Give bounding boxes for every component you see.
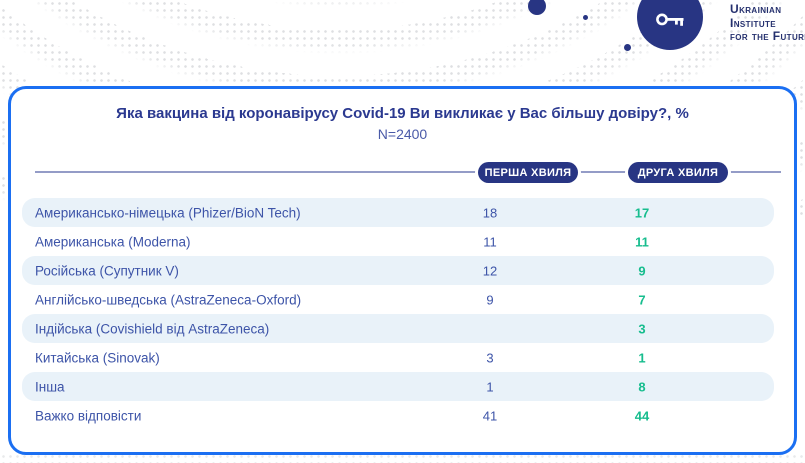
decorative-dot-small [583,15,588,20]
vaccine-label: Інша [35,379,65,394]
column-header-wave2: ДРУГА ХВИЛЯ [628,162,728,183]
decorative-dot-large [528,0,546,15]
table-header: ПЕРША ХВИЛЯ ДРУГА ХВИЛЯ [11,162,794,183]
vaccine-label: Індійська (Covishield від AstraZeneca) [35,321,270,336]
wave1-value: 18 [482,205,498,220]
org-name: Ukrainian Institute for the Future [730,2,805,44]
wave2-value: 9 [638,263,646,278]
wave1-value: 41 [482,408,498,423]
wave1-value: 1 [486,379,494,394]
vaccine-label: Англійсько-шведська (AstraZeneca-Oxford) [35,292,302,307]
sample-size: N=2400 [377,126,428,142]
key-icon [656,13,684,26]
table-row: Американсько-німецька (Phizer/BioN Tech)… [22,198,774,227]
survey-question-title: Яка вакцина від коронавірусу Covid-19 Ви… [116,105,689,122]
table-row: Індійська (Covishield від AstraZeneca) 3 [22,314,774,343]
table-row: Російська (Супутник V) 12 9 [22,256,774,285]
wave1-value: 3 [486,350,494,365]
org-name-line: Institute [730,15,777,30]
vaccine-label: Важко відповісти [35,408,142,423]
background-dot-pattern-bottom [0,453,805,463]
vaccine-label: Російська (Супутник V) [35,263,179,278]
table-row: Китайська (Sinovak) 3 1 [22,343,774,372]
wave2-value: 44 [634,408,650,423]
org-name-line: Ukrainian [730,2,782,16]
wave2-value: 8 [638,379,646,394]
table-row: Англійсько-шведська (AstraZeneca-Oxford)… [22,285,774,314]
vaccine-label: Американська (Moderna) [35,234,191,249]
table-row: Важко відповісти 41 44 [22,401,774,430]
header-line [35,171,781,173]
column-header-wave1: ПЕРША ХВИЛЯ [478,162,578,183]
org-name-line: for the Future [730,29,805,43]
wave2-value: 17 [634,205,650,220]
wave2-value: 1 [638,350,646,365]
vaccine-label: Американсько-німецька (Phizer/BioN Tech) [35,205,301,220]
wave2-value: 11 [635,234,649,249]
decorative-dot-medium [624,44,631,51]
wave2-value: 7 [638,292,646,307]
survey-card: Яка вакцина від коронавірусу Covid-19 Ви… [8,86,797,455]
table-row: Американська (Moderna) 11 11 [22,227,774,256]
wave1-value: 9 [486,292,494,307]
table-rows: Американсько-німецька (Phizer/BioN Tech)… [11,198,794,430]
table-row: Інша 1 8 [22,372,774,401]
wave2-value: 3 [638,321,646,336]
vaccine-label: Китайська (Sinovak) [35,350,160,365]
wave1-value: 12 [482,263,498,278]
wave1-value: 11 [483,234,497,249]
